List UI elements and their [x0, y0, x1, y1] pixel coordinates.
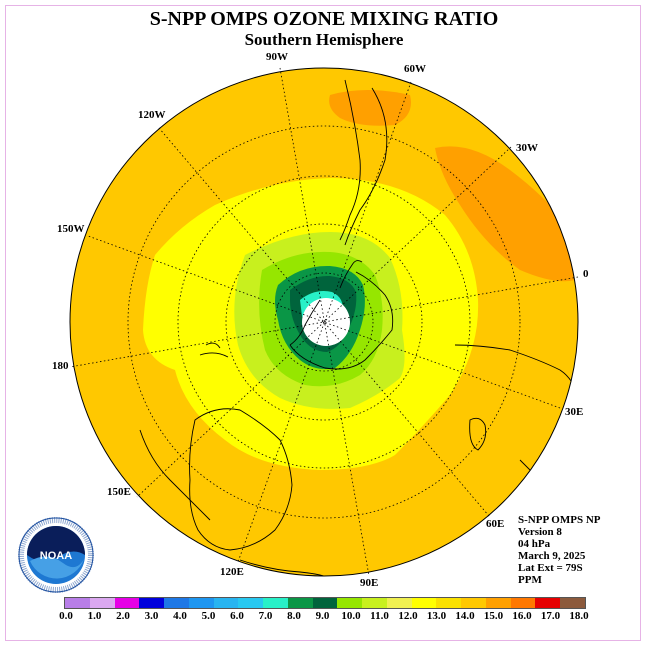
colorbar-swatch	[238, 598, 263, 608]
colorbar-ticks: 0.0 1.0 2.0 3.0 4.0 5.0 6.0 7.0 8.0 9.0 10.0 11.0 12…	[0, 610, 648, 624]
info-version: Version 8	[518, 526, 562, 538]
info-pressure-level: 04 hPa	[518, 538, 551, 550]
colorbar-tick-label: 5.0	[201, 610, 216, 622]
colorbar-swatch	[510, 598, 536, 608]
contour-14-15-b	[435, 146, 575, 282]
colorbar-swatch	[461, 598, 486, 608]
lon-label-60e: 60E	[486, 518, 505, 530]
colorbar-tick-label: 4.0	[173, 610, 187, 622]
colorbar-swatch	[114, 598, 140, 608]
colorbar-tick-label: 14.0	[455, 610, 475, 622]
image-frame	[5, 5, 641, 641]
meridian-60e-120w	[158, 127, 490, 517]
colorbar-tick-label: 6.0	[230, 610, 244, 622]
colorbar-swatch	[386, 598, 412, 608]
antarctic-peninsula	[339, 260, 363, 289]
latitude-30S	[177, 175, 471, 469]
map-subtitle: Southern Hemisphere	[244, 30, 404, 49]
lon-label-180: 180	[52, 360, 69, 372]
latitude-60S	[274, 272, 374, 372]
colorbar-tick-label: 9.0	[315, 610, 330, 622]
colorbar-swatch	[485, 598, 511, 608]
lon-label-30w: 30W	[516, 142, 538, 154]
colorbar-tick-label: 15.0	[483, 610, 504, 622]
colorbar-swatch	[188, 598, 214, 608]
colorbar-swatch	[535, 598, 560, 608]
colorbar	[64, 597, 586, 609]
info-date: March 9, 2025	[518, 550, 586, 562]
lon-label-30e: 30E	[565, 406, 584, 418]
colorbar-tick-label: 1.0	[87, 610, 102, 622]
colorbar-tick-label: 7.0	[258, 610, 273, 622]
colorbar-swatch	[411, 598, 437, 608]
colorbar-swatch	[213, 598, 239, 608]
colorbar-swatch	[560, 598, 585, 608]
map-boundary	[69, 67, 579, 577]
colorbar-swatch	[312, 598, 338, 608]
lon-label-90e: 90E	[360, 577, 379, 589]
colorbar-swatch	[89, 598, 115, 608]
lon-label-0: 0	[583, 268, 589, 280]
colorbar-tick-label: 13.0	[426, 610, 447, 622]
lon-label-120w: 120W	[138, 109, 166, 121]
new-zealand-coast	[199, 342, 229, 358]
colorbar-tick-label: 17.0	[540, 610, 561, 622]
colorbar-swatch	[436, 598, 461, 608]
colorbar-swatch	[362, 598, 387, 608]
noaa-logo-text: NOAA	[40, 550, 72, 562]
colorbar-tick-label: 12.0	[398, 610, 418, 622]
latitude-15S	[127, 125, 521, 519]
colorbar-tick-label: 18.0	[569, 610, 589, 622]
info-block: S-NPP OMPS NP Version 8 04 hPa March 9, …	[518, 514, 601, 586]
colorbar-swatch	[164, 598, 189, 608]
meridian-30w-150e	[136, 146, 512, 498]
info-lat-extent: Lat Ext = 79S	[518, 562, 583, 574]
colorbar-tick-label: 11.0	[370, 610, 389, 622]
lon-label-90w: 90W	[266, 51, 288, 63]
colorbar-tick-label: 0.0	[59, 610, 73, 622]
lon-label-150e: 150E	[107, 486, 131, 498]
map-title: S-NPP OMPS OZONE MIXING RATIO	[149, 8, 499, 30]
colorbar-swatch	[263, 598, 288, 608]
colorbar-swatch	[287, 598, 313, 608]
colorbar-swatch	[65, 598, 90, 608]
colorbar-swatch	[139, 598, 164, 608]
meridian-60w-120e	[237, 81, 412, 563]
lon-label-150w: 150W	[57, 223, 85, 235]
noaa-logo: NOAA	[18, 517, 94, 593]
colorbar-tick-label: 2.0	[116, 610, 130, 622]
latitude-45S	[225, 223, 423, 421]
colorbar-tick-label: 8.0	[287, 610, 301, 622]
lon-label-60w: 60W	[404, 63, 426, 75]
info-instrument: S-NPP OMPS NP	[518, 514, 601, 526]
info-units: PPM	[518, 574, 542, 586]
lon-label-120e: 120E	[220, 566, 244, 578]
colorbar-tick-label: 3.0	[144, 610, 159, 622]
colorbar-tick-label: 16.0	[512, 610, 532, 622]
colorbar-tick-label: 10.0	[341, 610, 361, 622]
australia-coast	[189, 408, 293, 551]
colorbar-swatch	[337, 598, 362, 608]
